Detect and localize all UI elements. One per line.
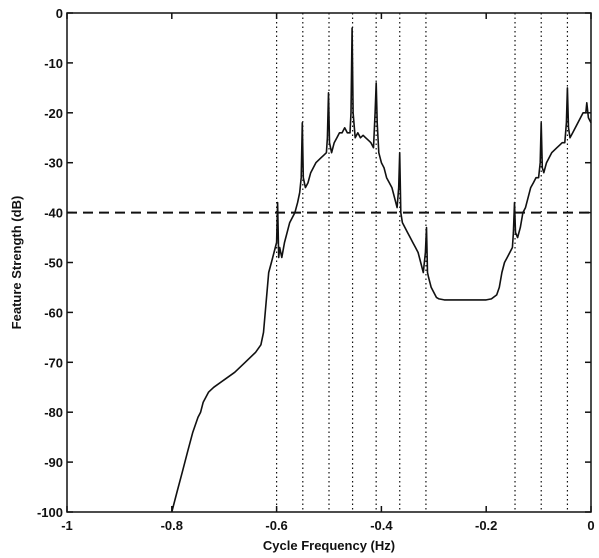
x-tick-label: -0.4	[370, 518, 393, 533]
y-tick-label: 0	[56, 6, 63, 21]
y-tick-label: -60	[44, 305, 63, 320]
y-tick-label: -80	[44, 405, 63, 420]
y-tick-label: -70	[44, 355, 63, 370]
plot-area	[66, 12, 592, 513]
y-tick-label: -100	[37, 505, 63, 520]
series-line	[171, 27, 592, 513]
y-axis-label: Feature Strength (dB)	[9, 196, 24, 330]
x-tick-label: -0.8	[161, 518, 183, 533]
y-tick-label: -20	[44, 106, 63, 121]
y-axis-ticks: 0 -10 -20 -30 -40 -50 -60 -70 -80 -90 -100	[37, 6, 591, 520]
x-tick-label: -1	[61, 518, 73, 533]
y-tick-label: -10	[44, 56, 63, 71]
y-tick-label: -30	[44, 156, 63, 171]
y-tick-label: -40	[44, 206, 63, 221]
x-tick-label: -0.6	[265, 518, 287, 533]
x-tick-label: -0.2	[475, 518, 497, 533]
x-tick-label: 0	[587, 518, 594, 533]
x-axis-ticks: -1 -0.8 -0.6 -0.4 -0.2 0	[61, 13, 595, 533]
vertical-markers	[276, 13, 569, 512]
x-axis-label: Cycle Frequency (Hz)	[263, 538, 395, 553]
y-tick-label: -50	[44, 256, 63, 271]
y-tick-label: -90	[44, 455, 63, 470]
